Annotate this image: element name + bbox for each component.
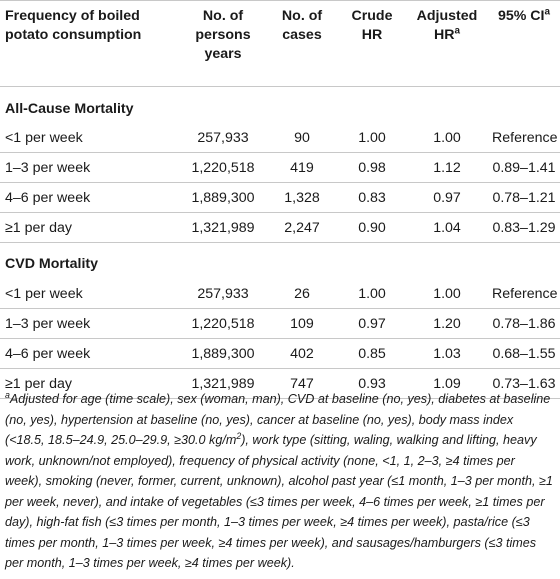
cell-adjusted-hr: 1.12 xyxy=(406,152,488,183)
section-title-all-cause: All-Cause Mortality xyxy=(5,100,134,117)
cell-persons-years: 257,933 xyxy=(180,279,266,309)
cell-persons-years: 1,889,300 xyxy=(180,182,266,213)
cell-ci: 0.73–1.63 xyxy=(488,368,560,399)
cell-ci: Reference xyxy=(488,279,560,309)
cell-ci: 0.78–1.86 xyxy=(488,308,560,339)
cell-ci: 0.89–1.41 xyxy=(488,152,560,183)
cell-frequency: ≥1 per day xyxy=(0,212,180,243)
cell-cases: 419 xyxy=(266,152,338,183)
cell-frequency: 1–3 per week xyxy=(0,152,180,183)
header-persons-years: No. of persons years xyxy=(195,8,251,62)
cell-ci: 0.78–1.21 xyxy=(488,182,560,213)
cell-persons-years: 1,321,989 xyxy=(180,212,266,243)
cell-cases: 402 xyxy=(266,338,338,369)
header-adjusted-hr-label: Adjusted HR xyxy=(416,8,478,43)
table-row: <1 per week 257,933 90 1.00 1.00 Referen… xyxy=(0,123,560,153)
cell-crude-hr: 1.00 xyxy=(338,123,406,153)
table-header: Frequency of boiled potato consumption N… xyxy=(0,0,560,87)
cell-adjusted-hr: 1.00 xyxy=(406,279,488,309)
section-header-row: CVD Mortality xyxy=(0,243,560,280)
cell-ci: Reference xyxy=(488,123,560,153)
table-row: 1–3 per week 1,220,518 109 0.97 1.20 0.7… xyxy=(0,308,560,339)
cell-persons-years: 257,933 xyxy=(180,123,266,153)
header-ci-label: 95% CI xyxy=(497,8,545,24)
cell-ci: 0.68–1.55 xyxy=(488,338,560,369)
cell-adjusted-hr: 1.20 xyxy=(406,308,488,339)
cell-cases: 109 xyxy=(266,308,338,339)
cell-cases: 2,247 xyxy=(266,212,338,243)
cell-frequency: 1–3 per week xyxy=(0,308,180,339)
section-title-cvd: CVD Mortality xyxy=(5,255,99,272)
footnote-text-part1: Adjusted for age (time scale), sex (woma… xyxy=(5,392,551,447)
footnote-marker: a xyxy=(5,389,10,400)
cell-crude-hr: 0.93 xyxy=(338,368,406,399)
table-row: <1 per week 257,933 26 1.00 1.00 Referen… xyxy=(0,279,560,309)
hazard-ratio-table: Frequency of boiled potato consumption N… xyxy=(0,0,560,399)
cell-crude-hr: 0.83 xyxy=(338,182,406,213)
cell-adjusted-hr: 0.97 xyxy=(406,182,488,213)
header-ci: 95% CIa xyxy=(488,1,560,87)
header-adjusted-hr-footnote-marker: a xyxy=(454,25,461,37)
cell-crude-hr: 0.98 xyxy=(338,152,406,183)
footnote-superscript: 2 xyxy=(236,430,242,441)
cell-cases: 26 xyxy=(266,279,338,309)
section-header-row: All-Cause Mortality xyxy=(0,87,560,124)
cell-persons-years: 1,889,300 xyxy=(180,338,266,369)
table-row: 1–3 per week 1,220,518 419 0.98 1.12 0.8… xyxy=(0,152,560,183)
cell-adjusted-hr: 1.04 xyxy=(406,212,488,243)
table-row: ≥1 per day 1,321,989 747 0.93 1.09 0.73–… xyxy=(0,368,560,399)
cell-frequency: <1 per week xyxy=(0,123,180,153)
cell-adjusted-hr: 1.03 xyxy=(406,338,488,369)
cell-frequency: 4–6 per week xyxy=(0,182,180,213)
table-row: 4–6 per week 1,889,300 402 0.85 1.03 0.6… xyxy=(0,338,560,369)
table-body: All-Cause Mortality <1 per week 257,933 … xyxy=(0,87,560,399)
cell-persons-years: 1,321,989 xyxy=(180,368,266,399)
cell-persons-years: 1,220,518 xyxy=(180,152,266,183)
table-row: ≥1 per day 1,321,989 2,247 0.90 1.04 0.8… xyxy=(0,212,560,243)
cell-crude-hr: 0.97 xyxy=(338,308,406,339)
cell-frequency: ≥1 per day xyxy=(0,368,180,399)
cell-adjusted-hr: 1.00 xyxy=(406,123,488,153)
cell-persons-years: 1,220,518 xyxy=(180,308,266,339)
cell-ci: 0.83–1.29 xyxy=(488,212,560,243)
cell-frequency: <1 per week xyxy=(0,279,180,309)
header-adjusted-hr: Adjusted HRa xyxy=(406,1,488,87)
cell-cases: 1,328 xyxy=(266,182,338,213)
header-frequency: Frequency of boiled potato consumption xyxy=(5,8,142,43)
cell-crude-hr: 0.85 xyxy=(338,338,406,369)
cell-cases: 90 xyxy=(266,123,338,153)
footnote-text-part2: ), work type (sitting, waling, walking a… xyxy=(5,433,553,570)
cell-crude-hr: 1.00 xyxy=(338,279,406,309)
header-crude-hr: Crude HR xyxy=(351,8,393,43)
header-cases: No. of cases xyxy=(281,8,323,43)
table-row: 4–6 per week 1,889,300 1,328 0.83 0.97 0… xyxy=(0,182,560,213)
cell-cases: 747 xyxy=(266,368,338,399)
cell-crude-hr: 0.90 xyxy=(338,212,406,243)
header-ci-footnote-marker: a xyxy=(544,6,551,18)
table-footnote: aAdjusted for age (time scale), sex (wom… xyxy=(5,389,555,574)
cell-adjusted-hr: 1.09 xyxy=(406,368,488,399)
cell-frequency: 4–6 per week xyxy=(0,338,180,369)
